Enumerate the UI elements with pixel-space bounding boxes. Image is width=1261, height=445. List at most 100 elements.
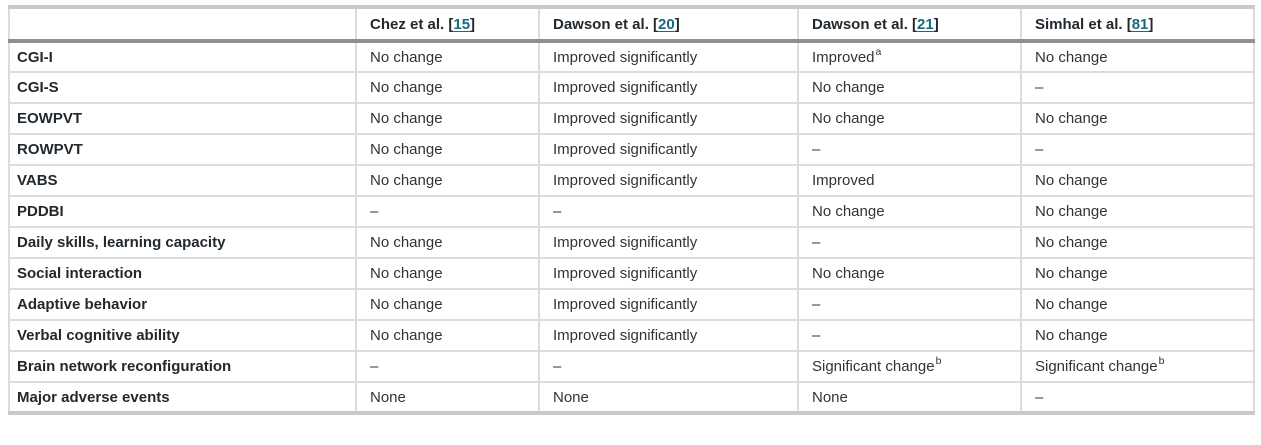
table-row: PDDBI – – No change No change [8,195,1255,228]
table-cell: Improved significantly [538,257,799,290]
column-header: Chez et al. [15] [355,6,540,43]
table-cell: – [355,195,540,228]
table-cell: No change [797,195,1022,228]
table-cell: – [797,226,1022,259]
table-row: EOWPVT No change Improved significantly No … [8,102,1255,135]
table-cell: No change [797,257,1022,290]
table-row: Daily skills, learning capacity No change… [8,226,1255,259]
table-row: Brain network reconfiguration – – Significa… [8,350,1255,383]
row-label: Adaptive behavior [8,288,357,321]
table-cell: Significant changeb [797,350,1022,383]
row-label: EOWPVT [8,102,357,135]
bracket-close: ] [674,15,680,33]
table-cell: No change [1020,40,1255,73]
bracket-close: ] [1148,15,1154,33]
table-cell: No change [1020,226,1255,259]
citation-link[interactable]: 21 [917,15,934,33]
table-cell: Improved significantly [538,288,799,321]
footnote-marker: a [875,45,882,58]
table-cell: Improved significantly [538,164,799,197]
table-cell: No change [355,319,540,352]
row-label: Daily skills, learning capacity [8,226,357,259]
citation-link[interactable]: 81 [1131,15,1149,33]
table-cell: No change [355,40,540,73]
table-cell: Improved significantly [538,71,799,104]
table-cell: – [538,195,799,228]
row-label: Verbal cognitive ability [8,319,357,352]
row-label: CGI-I [8,40,357,73]
table-cell: No change [355,226,540,259]
study-name: Dawson et al. [ [812,15,918,33]
table-cell: No change [355,164,540,197]
table-row: Major adverse events None None None – [8,381,1255,414]
table-cell: No change [797,71,1022,104]
stub-header-cell [8,6,357,43]
study-outcomes-table: Chez et al. [15] Dawson et al. [20] Dawson… [8,5,1255,415]
table-cell: Improved significantly [538,102,799,135]
table-row: Adaptive behavior No change Improved signi… [8,288,1255,321]
table-cell: No change [1020,288,1255,321]
column-header: Dawson et al. [21] [797,6,1022,43]
table-row: ROWPVT No change Improved significantly – – [8,133,1255,166]
row-label: VABS [8,164,357,197]
table-cell: Improveda [797,40,1022,73]
cell-text: Significant change [1035,358,1158,375]
table-cell: No change [1020,319,1255,352]
table-body: CGI-I No change Improved significantly Impr… [8,40,1255,414]
table-cell: No change [355,71,540,104]
table-row: Social interaction No change Improved sign… [8,257,1255,290]
table-cell: – [1020,381,1255,414]
table-cell: No change [1020,195,1255,228]
footnote-marker: b [1158,355,1165,367]
header-row: Chez et al. [15] Dawson et al. [20] Dawson… [8,6,1255,43]
cell-text: Significant change [812,358,935,375]
row-label: CGI-S [8,71,357,104]
table-cell: No change [355,288,540,321]
row-label: Major adverse events [8,381,357,414]
table-cell: No change [1020,257,1255,290]
footnote-marker: b [935,355,942,367]
table-cell: – [1020,133,1255,166]
citation-link[interactable]: 15 [453,15,471,33]
column-header: Simhal et al. [81] [1020,6,1255,43]
table-cell: No change [797,102,1022,135]
table-cell: – [355,350,540,383]
bracket-close: ] [470,15,476,33]
cell-text: Improved [812,48,875,66]
table-row: VABS No change Improved significantly Impro… [8,164,1255,197]
table-cell: Improved significantly [538,40,799,73]
table-cell: Improved [797,164,1022,197]
table-row: CGI-S No change Improved significantly No c… [8,71,1255,104]
table-cell: – [538,350,799,383]
citation-link[interactable]: 20 [658,15,675,33]
table-cell: Improved significantly [538,319,799,352]
study-name: Chez et al. [ [370,15,454,33]
table-header: Chez et al. [15] Dawson et al. [20] Dawson… [8,6,1255,43]
table-cell: No change [355,133,540,166]
row-label: ROWPVT [8,133,357,166]
table-cell: – [1020,71,1255,104]
study-name: Simhal et al. [ [1035,15,1132,33]
table-row: CGI-I No change Improved significantly Impr… [8,40,1255,73]
row-label: PDDBI [8,195,357,228]
table-cell: No change [1020,164,1255,197]
column-header: Dawson et al. [20] [538,6,799,43]
table-cell: Improved significantly [538,226,799,259]
table-cell: None [538,381,799,414]
table-cell: – [797,319,1022,352]
table-cell: No change [1020,102,1255,135]
table-cell: Significant changeb [1020,350,1255,383]
study-name: Dawson et al. [ [553,15,659,33]
table-row: Verbal cognitive ability No change Improve… [8,319,1255,352]
table-cell: Improved significantly [538,133,799,166]
table-cell: – [797,133,1022,166]
table-cell: None [797,381,1022,414]
table-cell: None [355,381,540,414]
table-cell: No change [355,102,540,135]
bracket-close: ] [933,15,939,33]
row-label: Social interaction [8,257,357,290]
row-label: Brain network reconfiguration [8,350,357,383]
table-cell: No change [355,257,540,290]
table-cell: – [797,288,1022,321]
